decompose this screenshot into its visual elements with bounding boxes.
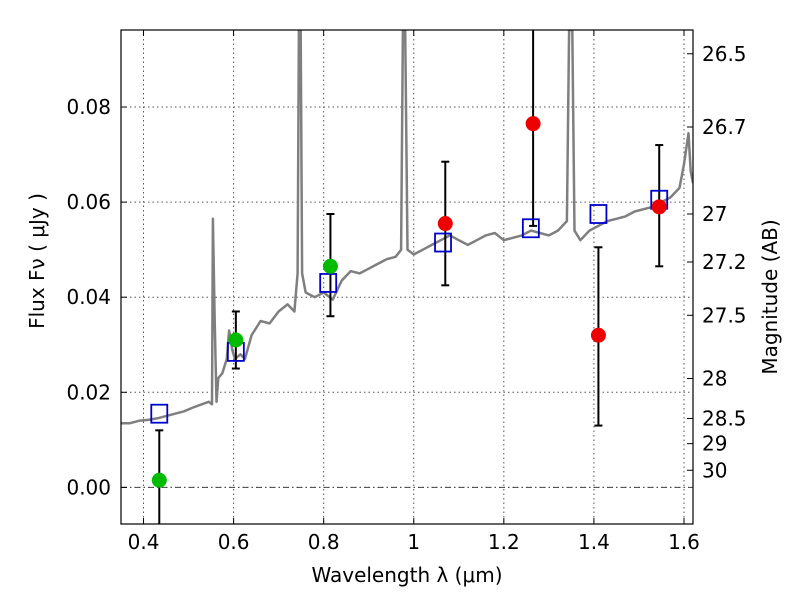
magnitude-tick-label: 27.2	[702, 250, 747, 274]
y-tick-label: 0.08	[66, 95, 111, 119]
x-tick-label: 0.8	[308, 530, 340, 554]
x-axis-title: Wavelength λ (μm)	[311, 563, 502, 587]
y-axis-ticks: 0.00 0.02 0.04 0.06 0.08	[66, 95, 127, 499]
y-axis-title: Flux Fν ( μJy )	[25, 193, 49, 329]
x-axis-ticks: 0.4 0.6 0.8 1 1.2 1.4 1.6	[128, 30, 700, 554]
magnitude-tick-label: 30	[702, 458, 727, 482]
y-tick-label: 0.02	[66, 380, 111, 404]
red-data-point	[590, 327, 606, 343]
model-spectrum	[121, 30, 693, 425]
magnitude-tick-label: 28.5	[702, 406, 747, 430]
model-square	[150, 403, 169, 424]
magnitude-tick-label: 29	[702, 432, 727, 456]
red-data-point	[437, 216, 453, 232]
model-square	[521, 218, 540, 239]
x-tick-label: 0.4	[128, 530, 160, 554]
right-axis-title: Magnitude (AB)	[758, 219, 782, 374]
model-square	[589, 204, 608, 224]
magnitude-tick-label: 26.7	[702, 115, 747, 139]
magnitude-tick-label: 27.5	[702, 303, 747, 327]
model-square	[434, 232, 452, 253]
model-photometry-squares	[150, 189, 669, 424]
magnitude-tick-label: 28	[702, 367, 727, 391]
x-tick-label: 0.6	[218, 530, 250, 554]
x-tick-label: 1.2	[488, 530, 520, 554]
magnitude-tick-label: 26.5	[702, 42, 747, 66]
magnitude-tick-label: 27	[702, 202, 727, 226]
green-data-point	[322, 258, 338, 274]
spectrum-line	[121, 30, 693, 425]
y-tick-label: 0.04	[66, 285, 111, 309]
x-tick-label: 1.4	[578, 530, 610, 554]
x-tick-label: 1	[407, 530, 420, 554]
model-square	[319, 273, 338, 293]
y-tick-label: 0.06	[66, 190, 111, 214]
red-data-point	[525, 116, 541, 132]
plot-frame	[120, 29, 694, 525]
y-tick-label: 0.00	[66, 475, 111, 499]
green-data-point	[151, 472, 167, 488]
green-data-point	[228, 332, 244, 348]
x-tick-label: 1.6	[668, 530, 700, 554]
error-bars	[155, 30, 664, 524]
observed-photometry-points	[151, 116, 667, 488]
red-data-point	[651, 199, 667, 215]
